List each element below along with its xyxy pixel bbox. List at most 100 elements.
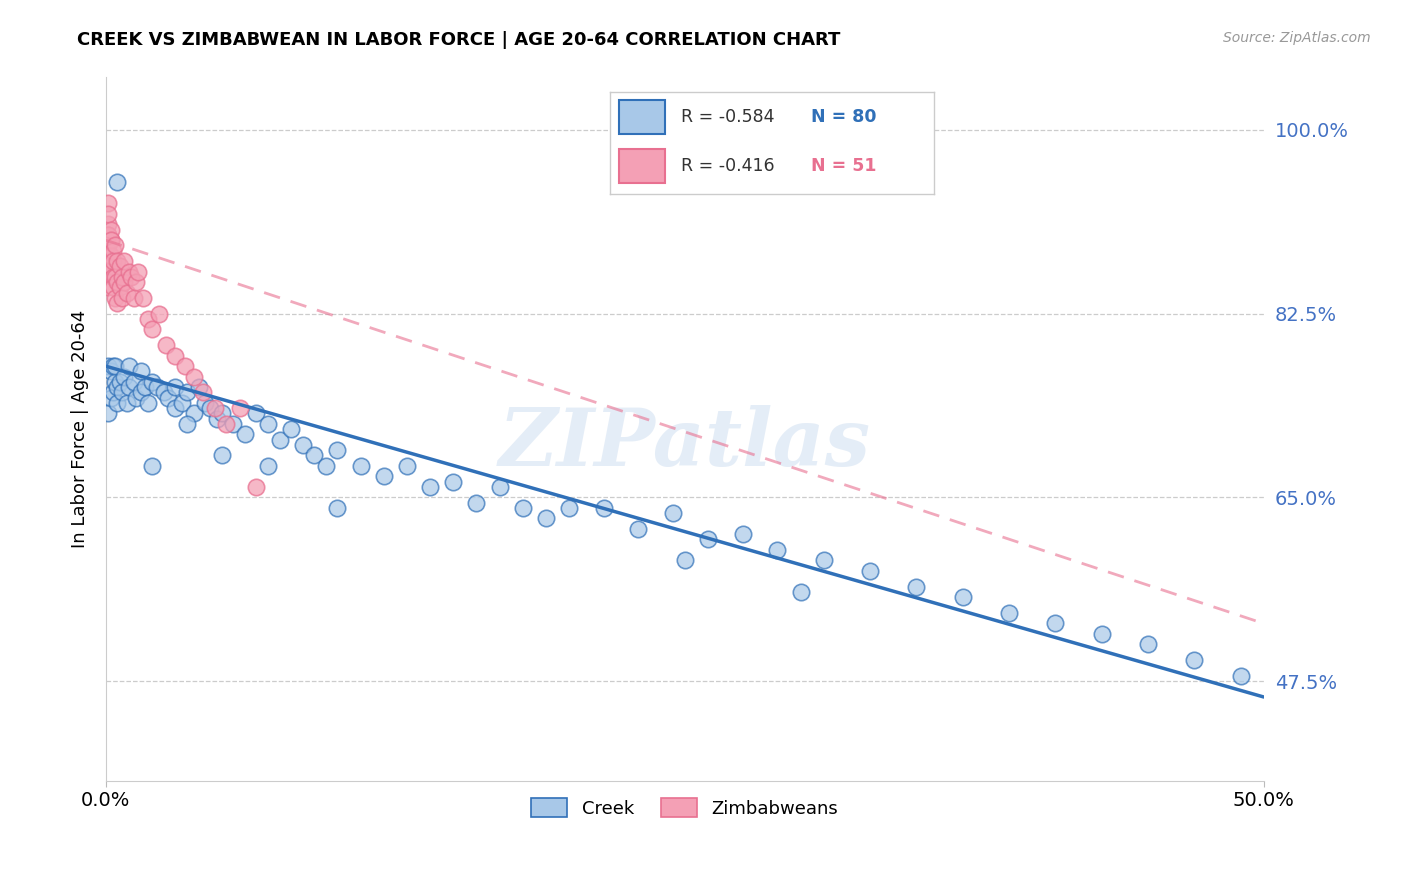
Point [176, 385, 198, 400]
Point [97, 280, 120, 294]
Point [104, 359, 127, 374]
Point [245, 480, 267, 494]
Point [129, 364, 152, 378]
Point [1045, 616, 1067, 631]
Point [257, 417, 280, 431]
Point [146, 380, 169, 394]
Point [204, 401, 226, 416]
Point [172, 396, 194, 410]
Point [132, 291, 155, 305]
Point [198, 401, 221, 416]
Point [122, 291, 145, 305]
Point [97, 238, 120, 252]
Point [100, 391, 122, 405]
Point [97, 218, 120, 232]
Point [627, 522, 650, 536]
Point [173, 359, 195, 374]
Point [100, 249, 122, 263]
Point [187, 380, 209, 394]
Point [441, 475, 464, 489]
Point [118, 380, 141, 394]
Point [488, 480, 510, 494]
Point [107, 380, 129, 394]
Point [114, 369, 136, 384]
Point [104, 291, 127, 305]
Point [205, 411, 228, 425]
Point [813, 553, 835, 567]
Text: Source: ZipAtlas.com: Source: ZipAtlas.com [1223, 31, 1371, 45]
Point [183, 407, 205, 421]
Point [100, 249, 122, 263]
Point [104, 375, 127, 389]
Point [165, 349, 187, 363]
Point [141, 375, 163, 389]
Point [245, 407, 267, 421]
Point [97, 265, 120, 279]
Point [157, 391, 180, 405]
Point [107, 176, 129, 190]
Point [662, 506, 685, 520]
Point [257, 458, 280, 473]
Point [905, 580, 928, 594]
Point [215, 417, 238, 431]
Point [100, 223, 122, 237]
Point [129, 385, 152, 400]
Point [211, 407, 233, 421]
Point [269, 433, 291, 447]
Point [114, 275, 136, 289]
Point [165, 401, 187, 416]
Point [97, 196, 120, 211]
Point [97, 227, 120, 242]
Point [125, 275, 148, 289]
Point [211, 449, 233, 463]
Point [1136, 638, 1159, 652]
Point [280, 422, 302, 436]
Point [183, 369, 205, 384]
Point [859, 564, 882, 578]
Point [101, 280, 124, 294]
Point [304, 449, 326, 463]
Point [122, 375, 145, 389]
Point [373, 469, 395, 483]
Point [127, 265, 149, 279]
Point [111, 269, 134, 284]
Point [191, 385, 214, 400]
Text: CREEK VS ZIMBABWEAN IN LABOR FORCE | AGE 20-64 CORRELATION CHART: CREEK VS ZIMBABWEAN IN LABOR FORCE | AGE… [77, 31, 841, 49]
Point [673, 553, 696, 567]
Point [101, 254, 124, 268]
Point [100, 364, 122, 378]
Point [349, 458, 371, 473]
Point [291, 438, 314, 452]
Point [97, 227, 120, 242]
Point [141, 458, 163, 473]
Point [111, 291, 134, 305]
Point [148, 307, 170, 321]
Point [534, 511, 557, 525]
Point [118, 265, 141, 279]
Point [731, 527, 754, 541]
Point [419, 480, 441, 494]
Point [697, 533, 720, 547]
Point [120, 269, 142, 284]
Point [108, 280, 131, 294]
Point [111, 385, 134, 400]
Point [155, 338, 177, 352]
Point [952, 591, 974, 605]
Point [592, 500, 614, 515]
Legend: Creek, Zimbabweans: Creek, Zimbabweans [524, 790, 845, 825]
Point [1182, 653, 1205, 667]
Point [558, 500, 581, 515]
Point [107, 396, 129, 410]
Point [465, 496, 488, 510]
Point [222, 417, 245, 431]
Point [315, 458, 337, 473]
Point [104, 269, 127, 284]
Point [395, 458, 418, 473]
Point [233, 427, 256, 442]
Point [114, 254, 136, 268]
Point [326, 500, 349, 515]
Point [136, 396, 159, 410]
Point [229, 401, 252, 416]
Y-axis label: In Labor Force | Age 20-64: In Labor Force | Age 20-64 [72, 310, 89, 549]
Point [97, 407, 120, 421]
